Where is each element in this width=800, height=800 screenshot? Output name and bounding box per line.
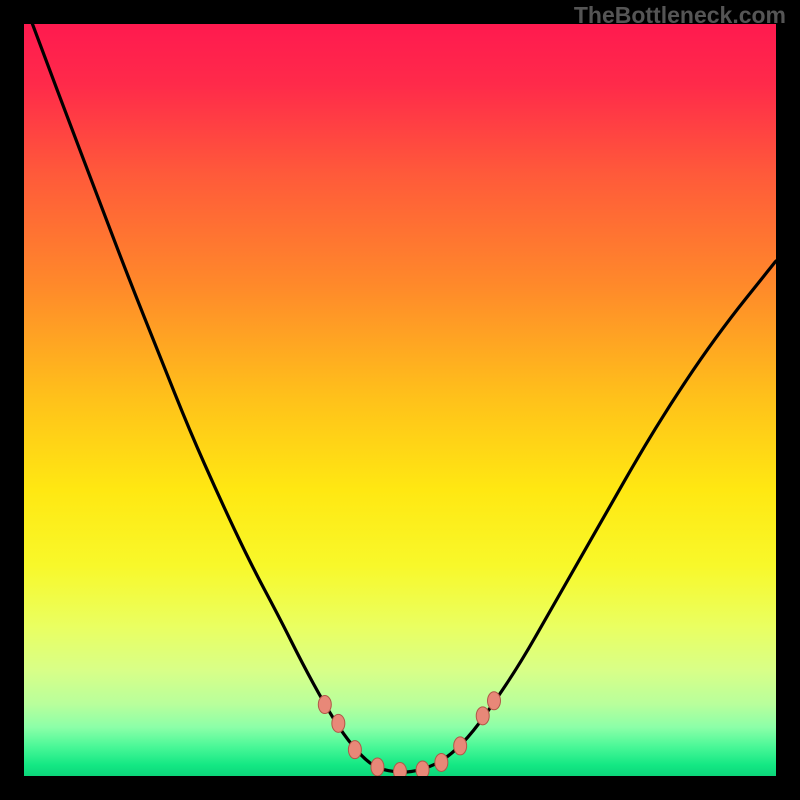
curve-marker — [394, 762, 407, 776]
curve-marker — [332, 714, 345, 732]
curve-marker — [348, 741, 361, 759]
watermark-text: TheBottleneck.com — [574, 2, 786, 29]
curve-marker — [454, 737, 467, 755]
curve-marker — [435, 753, 448, 771]
plot-svg — [24, 24, 776, 776]
curve-marker — [371, 758, 384, 776]
curve-marker — [476, 707, 489, 725]
curve-marker — [488, 692, 501, 710]
plot-area — [24, 24, 776, 776]
bottleneck-curve — [24, 24, 776, 772]
curve-marker — [416, 761, 429, 776]
stage: TheBottleneck.com — [0, 0, 800, 800]
curve-marker — [318, 696, 331, 714]
